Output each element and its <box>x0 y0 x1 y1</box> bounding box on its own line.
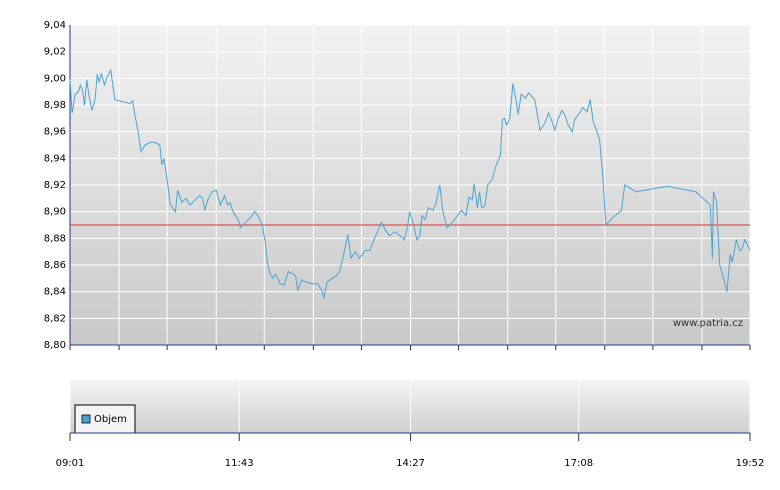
y-tick-label: 8,84 <box>44 287 66 298</box>
volume-area <box>70 380 750 433</box>
x-tick-label: 19:52 <box>736 458 765 469</box>
y-tick-label: 8,90 <box>44 207 66 218</box>
y-tick-label: 8,92 <box>44 180 66 191</box>
legend-label: Objem <box>94 414 127 425</box>
price-line <box>69 68 751 299</box>
x-tick-label: 11:43 <box>225 458 254 469</box>
y-tick-label: 8,80 <box>44 340 66 351</box>
y-tick-label: 9,02 <box>44 47 66 58</box>
y-tick-label: 8,98 <box>44 100 66 111</box>
x-tick-label: 14:27 <box>396 458 425 469</box>
y-tick-label: 8,82 <box>44 313 66 324</box>
y-tick-label: 8,96 <box>44 127 66 138</box>
watermark: www.patria.cz <box>673 318 743 329</box>
x-tick-label: 09:01 <box>56 458 85 469</box>
y-tick-label: 8,86 <box>44 260 66 271</box>
y-tick-label: 8,94 <box>44 153 66 164</box>
x-tick-label: 17:08 <box>564 458 593 469</box>
y-tick-label: 8,88 <box>44 233 66 244</box>
y-tick-label: 9,04 <box>44 20 66 31</box>
y-tick-label: 9,00 <box>44 73 66 84</box>
legend-swatch <box>81 414 91 424</box>
